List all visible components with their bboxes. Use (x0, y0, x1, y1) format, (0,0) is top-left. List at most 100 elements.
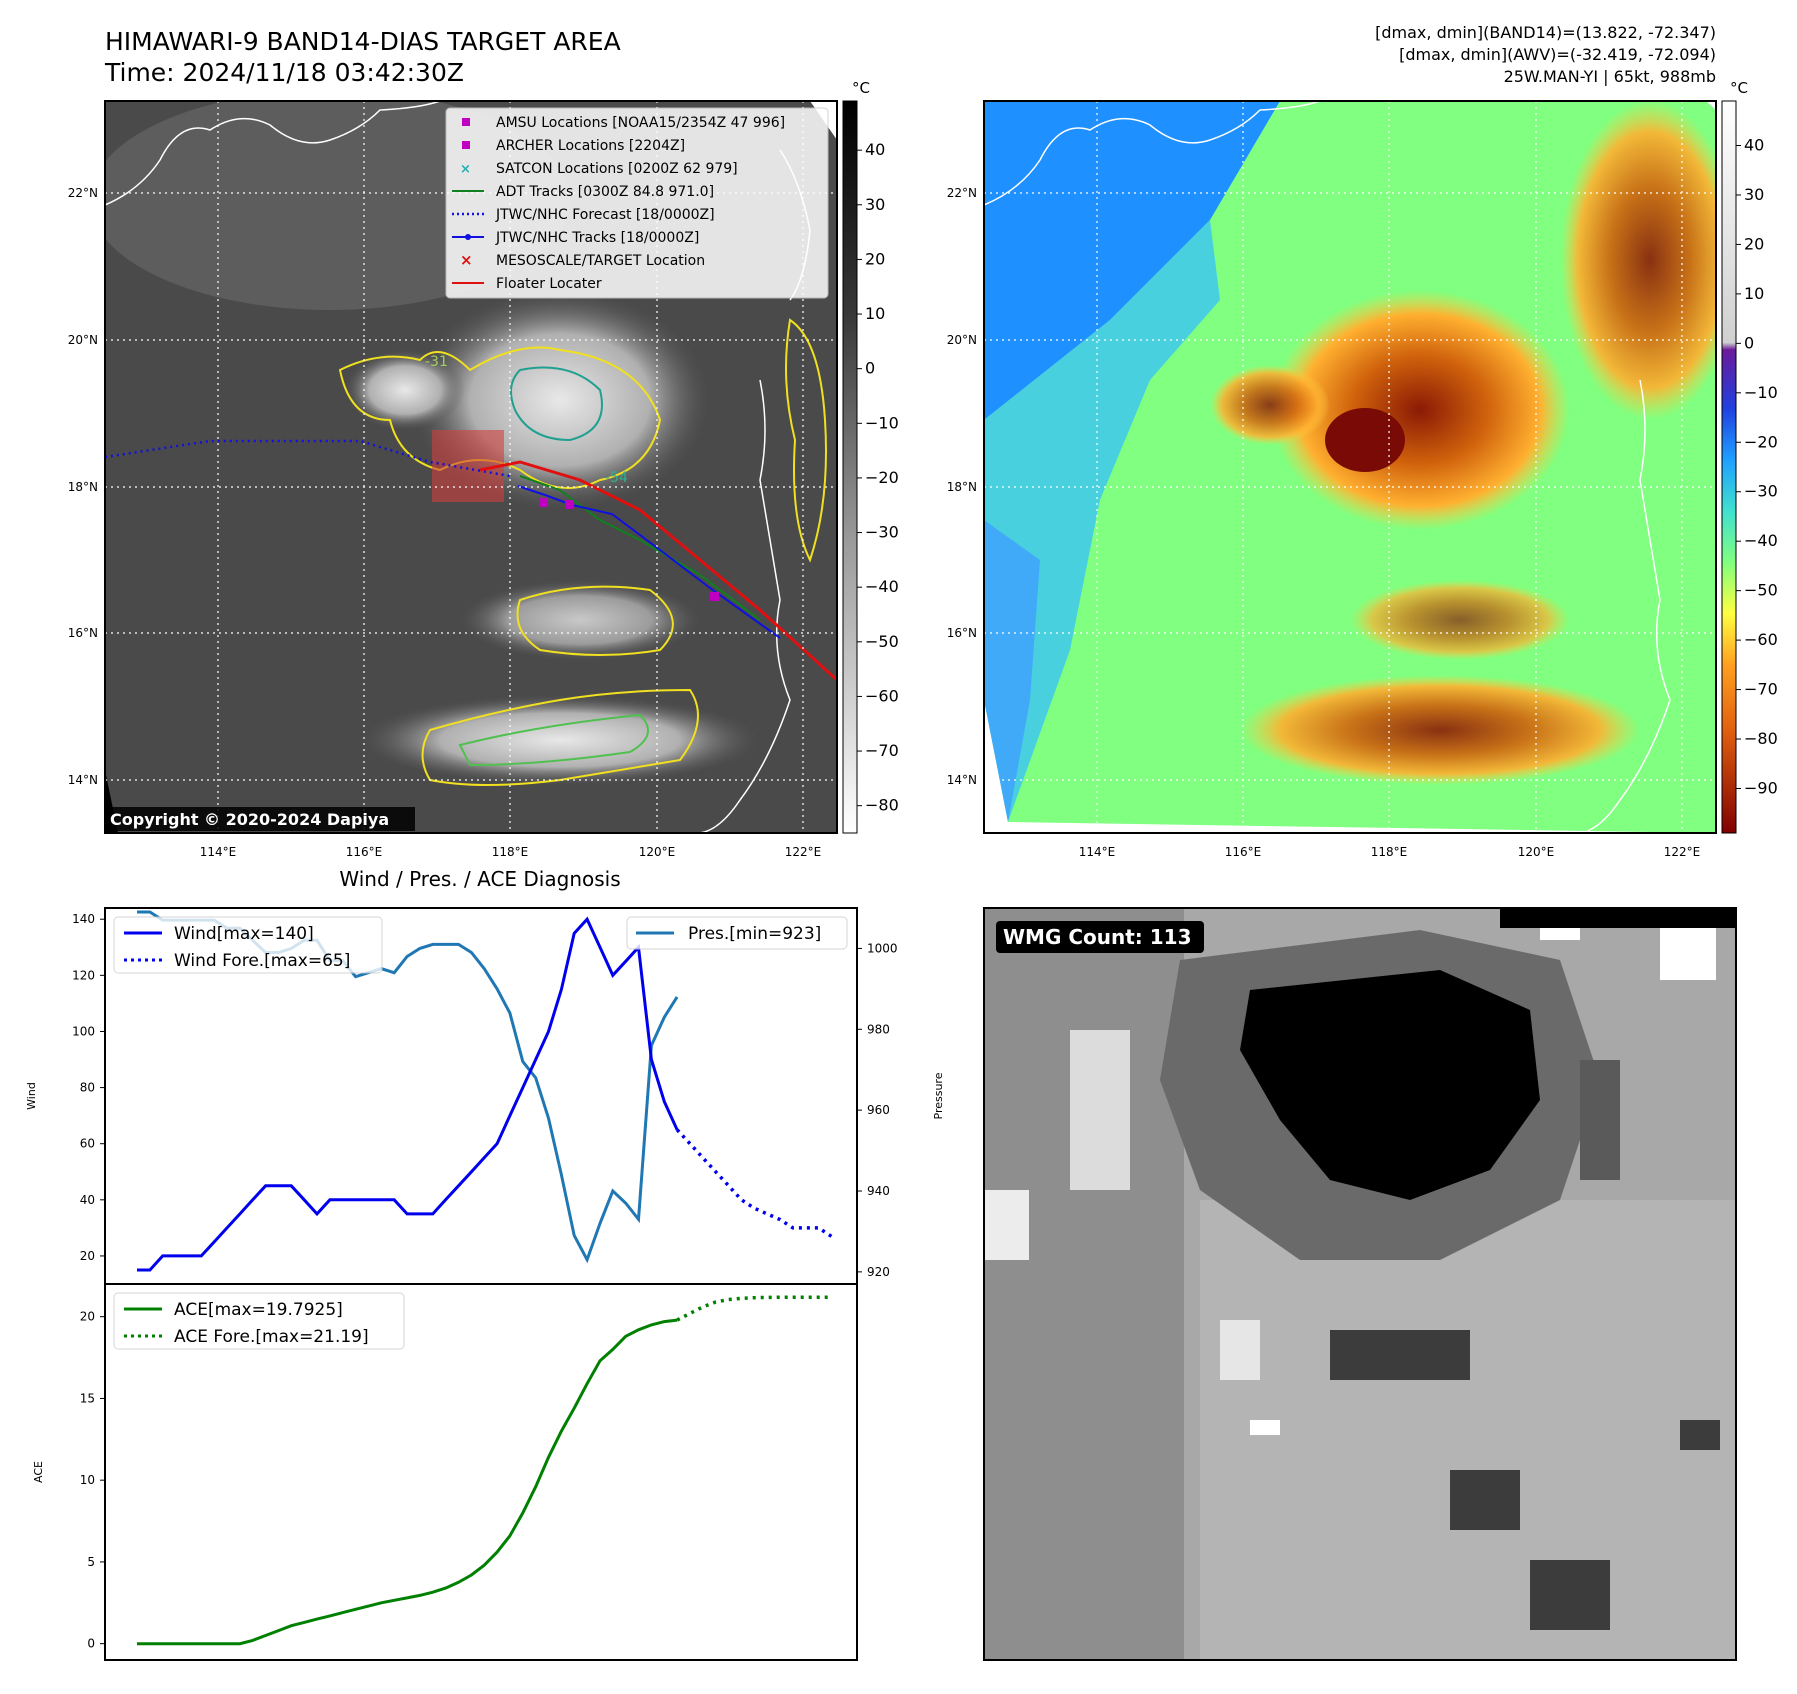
ace-tick-label: 0 (87, 1637, 95, 1651)
archer-marker-2 (710, 592, 719, 601)
awv-lat-label-16: 16°N (947, 626, 977, 640)
gray-colorbar: °C 40 30 20 10 0 −10 −20 −30 −40 −50 −60 −70 −80 (842, 79, 899, 834)
awv-map-blue-sw (984, 520, 1040, 822)
amsu-marker (539, 498, 548, 507)
awv-cloud-mid (1350, 580, 1570, 660)
contour-yellow-mid (516, 585, 674, 656)
contour-yellow-east (785, 318, 827, 563)
awv-lat-label-18: 18°N (947, 480, 977, 494)
wind-fore-legend-label: Wind Fore.[max=65] (174, 951, 350, 971)
jtwc-best-track (517, 485, 781, 639)
color-tick-label: −40 (1744, 531, 1778, 550)
awv-cloud-main (1270, 290, 1570, 530)
ace-legend-label: ACE[max=19.7925] (174, 1300, 343, 1320)
contour-yellow-1 (338, 346, 662, 489)
legend-marker-mesoscale: × (460, 251, 473, 269)
lon-label-114: 114°E (200, 845, 237, 859)
awv-cloud-west (1210, 365, 1330, 445)
wmg-dark-1 (1330, 1330, 1470, 1380)
gray-tick-label: −50 (865, 632, 899, 651)
wmg-black-ne (1500, 908, 1736, 928)
color-tick-label: 10 (1744, 284, 1764, 303)
ace-tick-label: 5 (87, 1555, 95, 1569)
wmg-bright-1 (1070, 1030, 1130, 1190)
legend-label-floater: Floater Locater (496, 276, 602, 292)
wind-tick-label: 40 (80, 1193, 95, 1207)
storm-info: 25W.MAN-YI | 65kt, 988mb (1504, 67, 1716, 86)
color-tick-label: −30 (1744, 482, 1778, 501)
wind-tick-label: 100 (72, 1024, 95, 1038)
wmg-count-label: WMG Count: 113 (1003, 925, 1192, 949)
gray-tick-label: −70 (865, 741, 899, 760)
wind-tick-label: 60 (80, 1137, 95, 1151)
color-tick-label: −70 (1744, 680, 1778, 699)
pressure-legend: Pres.[min=923] (626, 916, 848, 950)
wind-axis-label: Wind (25, 1082, 38, 1110)
awv-coastline-china (984, 101, 1321, 206)
color-colorbar: °C 40 30 20 10 0 −10 −20 −30 −40 −50 −60 −70 −80 −90 (1721, 79, 1778, 834)
legend-marker-tracks-dot (465, 234, 471, 240)
ir-map-lat-labels: 22°N 20°N 18°N 16°N 14°N (68, 186, 98, 787)
pressure-tick-label: 940 (867, 1184, 890, 1198)
lat-label-22: 22°N (68, 186, 98, 200)
gray-tick-label: −60 (865, 686, 899, 705)
awv-map-cyan-w (984, 220, 1220, 822)
copyright-box (105, 807, 415, 831)
legend-label-adt: ADT Tracks [0300Z 84.8 971.0] (496, 184, 714, 200)
color-tick-label: −60 (1744, 630, 1778, 649)
ace-fore-legend-label: ACE Fore.[max=21.19] (174, 1327, 369, 1347)
pressure-tick-label: 920 (867, 1265, 890, 1279)
color-tick-label: −90 (1744, 778, 1778, 797)
gray-colorbar-bar (842, 100, 858, 834)
lon-label-118: 118°E (492, 845, 529, 859)
color-colorbar-unit: °C (1730, 79, 1748, 97)
ace-tick-label: 15 (80, 1391, 95, 1405)
gray-tick-label: −80 (865, 796, 899, 815)
awv-cloud-east (1560, 101, 1716, 420)
legend-label-amsu: AMSU Locations [NOAA15/2354Z 47 996] (496, 115, 785, 131)
gray-colorbar-ticks: 40 30 20 10 0 −10 −20 −30 −40 −50 −60 −70 −80 (857, 140, 899, 815)
gray-tick-label: 10 (865, 304, 885, 323)
wmg-dark-5 (1680, 1420, 1720, 1450)
awv-coastline-luzon (1579, 379, 1671, 833)
coastline-luzon (699, 379, 791, 833)
legend-label-forecast: JTWC/NHC Forecast [18/0000Z] (495, 207, 715, 223)
copyright-text: Copyright © 2020-2024 Dapiya (110, 810, 389, 829)
awv-lon-label-122: 122°E (1664, 845, 1701, 859)
legend-label-satcon: SATCON Locations [0200Z 62 979] (496, 161, 738, 177)
ace-axis-label: ACE (32, 1461, 45, 1483)
pressure-tick-label: 980 (867, 1022, 890, 1036)
pressure-legend-label: Pres.[min=923] (688, 924, 821, 944)
wind-pres-chart: Wind Pressure 20 40 60 80 100 120 140 920 940 96… (25, 907, 945, 1285)
legend-label-mesoscale: MESOSCALE/TARGET Location (496, 253, 705, 269)
adt-track (519, 475, 761, 621)
color-tick-label: −80 (1744, 729, 1778, 748)
ace-forecast-series-line (676, 1295, 832, 1322)
ace-chart: ACE 0 5 10 15 20 ACE[max=19.7925] ACE Fore.[… (32, 1283, 858, 1661)
awv-cloud-core (1325, 408, 1405, 472)
lon-label-120: 120°E (639, 845, 676, 859)
wmg-eye (1240, 970, 1540, 1200)
color-tick-label: −20 (1744, 432, 1778, 451)
wmg-bright-3 (1220, 1320, 1260, 1380)
ace-tick-label: 20 (80, 1310, 95, 1324)
color-colorbar-bar (1721, 100, 1737, 834)
wind-legend: Wind[max=140] Wind Fore.[max=65] (113, 916, 383, 974)
wind-legend-label: Wind[max=140] (174, 924, 314, 944)
wmg-count-box (996, 921, 1204, 953)
gray-tick-label: 0 (865, 359, 875, 378)
awv-map-lat-labels: 22°N 20°N 18°N 16°N 14°N (947, 186, 977, 787)
gray-tick-label: −10 (865, 413, 899, 432)
floater-locater-track (479, 460, 837, 682)
contour-teal-1 (510, 366, 603, 442)
wmg-dark-3 (1530, 1560, 1610, 1630)
ir-map-legend: AMSU Locations [NOAA15/2354Z 47 996] ARC… (445, 107, 829, 299)
color-tick-label: −50 (1744, 581, 1778, 600)
ir-cloud-mid (460, 580, 700, 660)
figure-time: Time: 2024/11/18 03:42:30Z (104, 58, 464, 87)
contour-label-1: -31 (425, 354, 448, 370)
awv-map-frame (983, 100, 1717, 834)
awv-lat-label-22: 22°N (947, 186, 977, 200)
wmg-white-ne-1 (1660, 920, 1716, 980)
